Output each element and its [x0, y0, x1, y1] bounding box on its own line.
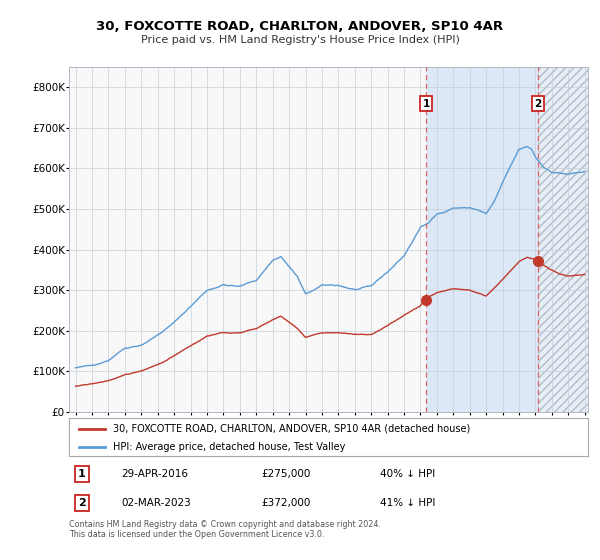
- Text: 2: 2: [535, 99, 542, 109]
- Text: 41% ↓ HPI: 41% ↓ HPI: [380, 498, 436, 508]
- Text: Price paid vs. HM Land Registry's House Price Index (HPI): Price paid vs. HM Land Registry's House …: [140, 35, 460, 45]
- Bar: [538, 67, 588, 412]
- Text: 30, FOXCOTTE ROAD, CHARLTON, ANDOVER, SP10 4AR: 30, FOXCOTTE ROAD, CHARLTON, ANDOVER, SP…: [97, 20, 503, 32]
- Text: £275,000: £275,000: [261, 469, 310, 479]
- Text: 1: 1: [78, 469, 86, 479]
- Text: 2: 2: [78, 498, 86, 508]
- Text: 30, FOXCOTTE ROAD, CHARLTON, ANDOVER, SP10 4AR (detached house): 30, FOXCOTTE ROAD, CHARLTON, ANDOVER, SP…: [113, 424, 470, 434]
- Text: £372,000: £372,000: [261, 498, 310, 508]
- Text: HPI: Average price, detached house, Test Valley: HPI: Average price, detached house, Test…: [113, 442, 346, 452]
- Text: 40% ↓ HPI: 40% ↓ HPI: [380, 469, 436, 479]
- Text: 02-MAR-2023: 02-MAR-2023: [121, 498, 191, 508]
- Text: Contains HM Land Registry data © Crown copyright and database right 2024.
This d: Contains HM Land Registry data © Crown c…: [69, 520, 381, 539]
- Text: 1: 1: [422, 99, 430, 109]
- Bar: [426, 67, 538, 412]
- Text: 29-APR-2016: 29-APR-2016: [121, 469, 188, 479]
